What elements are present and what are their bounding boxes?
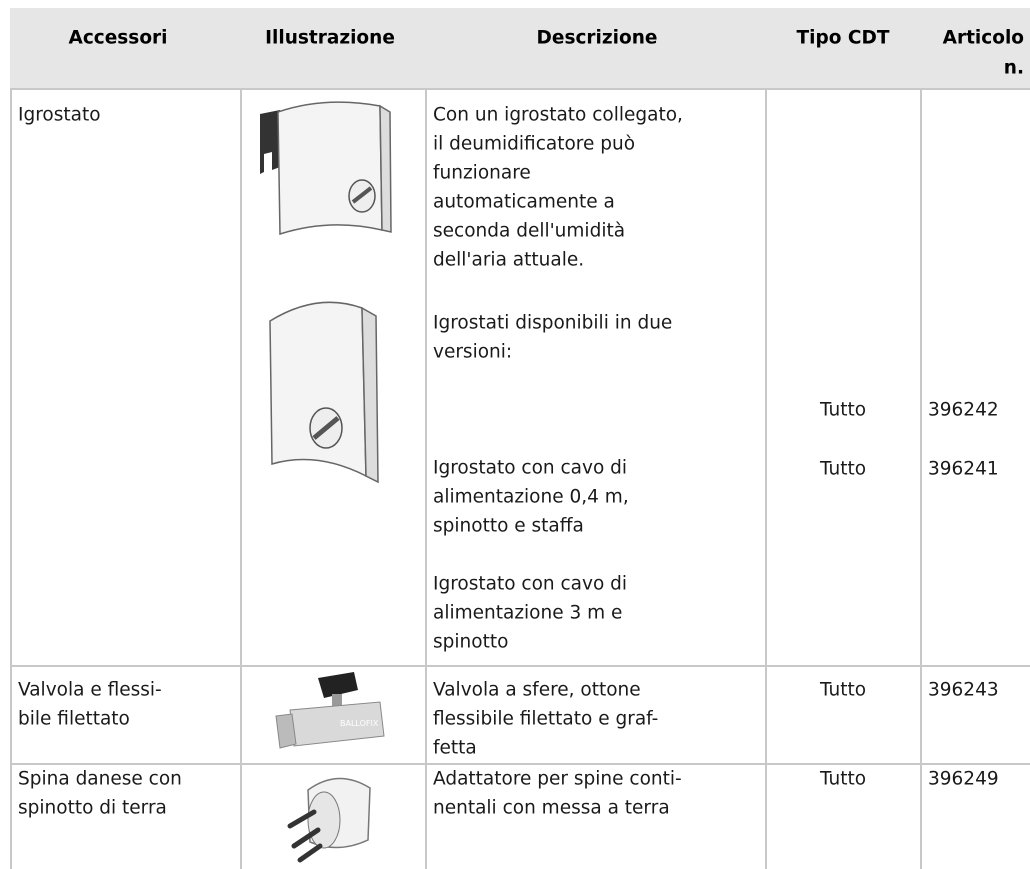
article-number: 396242 bbox=[928, 399, 999, 421]
cdt-type: Tutto bbox=[819, 458, 867, 480]
cdt-type: Tutto bbox=[819, 768, 867, 790]
accessory-name: Spina danese con bbox=[18, 768, 182, 790]
cdt-type: Tutto bbox=[819, 679, 867, 701]
svg-text:BALLOFIX: BALLOFIX bbox=[340, 719, 379, 728]
description-line: versioni: bbox=[433, 341, 513, 363]
accessory-name: Valvola e flessi- bbox=[18, 679, 162, 701]
article-number: 396241 bbox=[928, 458, 999, 480]
column-border bbox=[920, 88, 922, 869]
description-line: funzionare bbox=[433, 162, 531, 184]
cdt-type: Tutto bbox=[819, 399, 867, 421]
description-line: Valvola a sfere, ottone bbox=[433, 679, 641, 701]
header-cell: Illustrazione bbox=[265, 27, 395, 49]
description-line: alimentazione 0,4 m, bbox=[433, 486, 629, 508]
row-border bbox=[10, 665, 1030, 667]
article-number: 396249 bbox=[928, 768, 999, 790]
description-line: seconda dell'umidità bbox=[433, 220, 626, 242]
ball-valve: BALLOFIX bbox=[275, 672, 385, 749]
description-line: fetta bbox=[433, 737, 477, 759]
description-line: spinotto e staffa bbox=[433, 515, 584, 537]
article-number: 396243 bbox=[928, 679, 999, 701]
row-border bbox=[10, 763, 1030, 765]
column-border bbox=[10, 88, 12, 869]
description-line: Igrostato con cavo di bbox=[433, 573, 628, 595]
accessory-name: spinotto di terra bbox=[18, 797, 167, 819]
column-border bbox=[765, 88, 767, 869]
header-background bbox=[10, 8, 1030, 88]
hygrostat bbox=[269, 301, 379, 484]
description-line: flessibile filettato e graf- bbox=[433, 708, 659, 730]
row-border bbox=[10, 88, 1030, 90]
description-line: nentali con messa a terra bbox=[433, 797, 670, 819]
description-line: Adattatore per spine conti- bbox=[433, 768, 682, 790]
description-line: il deumidificatore può bbox=[433, 133, 636, 155]
description-line: dell'aria attuale. bbox=[433, 249, 585, 271]
column-border bbox=[240, 88, 242, 869]
description-line: Igrostati disponibili in due bbox=[433, 312, 673, 334]
header-cell: Accessori bbox=[68, 27, 168, 49]
header-cell: Tipo CDT bbox=[796, 27, 890, 49]
accessory-name: Igrostato bbox=[18, 104, 101, 126]
description-line: Igrostato con cavo di bbox=[433, 457, 628, 479]
header-cell: Descrizione bbox=[536, 27, 658, 49]
description-line: alimentazione 3 m e bbox=[433, 602, 623, 624]
accessory-name: bile filettato bbox=[18, 708, 130, 730]
column-border bbox=[425, 88, 427, 869]
description-line: spinotto bbox=[433, 631, 509, 653]
danish-plug bbox=[287, 777, 371, 863]
hygrostat-with-bracket bbox=[260, 101, 392, 236]
header-cell: Articolo bbox=[942, 27, 1024, 49]
header-cell: n. bbox=[1003, 57, 1024, 79]
description-line: automaticamente a bbox=[433, 191, 615, 213]
description-line: Con un igrostato collegato, bbox=[433, 104, 683, 126]
